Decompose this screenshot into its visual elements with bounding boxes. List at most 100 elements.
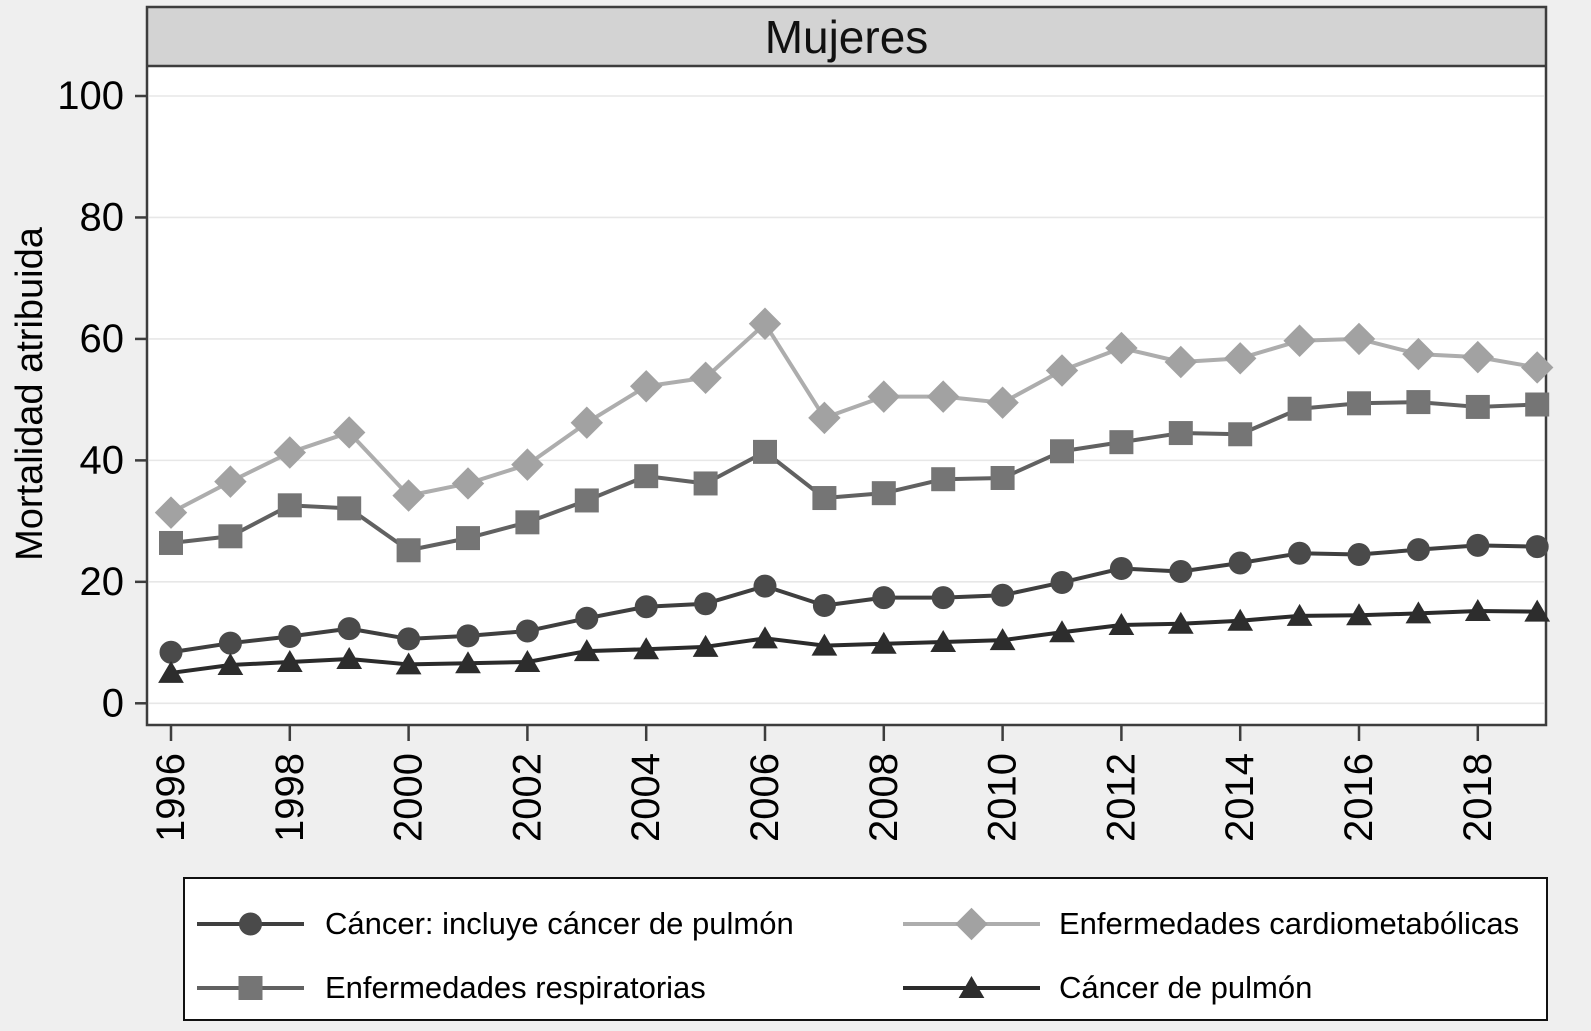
x-tick-label-1996: 1996 xyxy=(149,753,193,842)
marker-cardiometabolicas-2007 xyxy=(808,401,841,435)
marker-cardiometabolicas-2002 xyxy=(511,448,544,481)
y-tick-label-100: 100 xyxy=(57,74,124,118)
marker-cancer-1996 xyxy=(159,640,183,664)
marker-respiratorias-1998 xyxy=(277,493,302,518)
y-tick-label-60: 60 xyxy=(80,317,125,361)
marker-cardiometabolicas-2008 xyxy=(867,380,901,413)
marker-respiratorias-2018 xyxy=(1465,394,1490,419)
marker-cardiometabolicas-2001 xyxy=(451,467,485,500)
legend-label: Cáncer de pulmón xyxy=(1059,970,1313,1005)
marker-pulmon-2016 xyxy=(1346,603,1372,626)
x-tick-label-2010: 2010 xyxy=(981,753,1025,842)
marker-respiratorias-2009 xyxy=(931,467,956,492)
marker-cancer-2005 xyxy=(694,592,718,616)
marker-cancer-1997 xyxy=(218,631,242,655)
marker-cancer-2004 xyxy=(634,595,658,619)
marker-cancer-2008 xyxy=(872,586,896,610)
marker-cardiometabolicas-2016 xyxy=(1342,322,1376,356)
marker-cancer-2012 xyxy=(1109,556,1133,580)
marker-cardiometabolicas-1996 xyxy=(154,496,188,529)
marker-cardiometabolicas-1999 xyxy=(332,416,366,449)
marker-respiratorias-2003 xyxy=(574,488,599,513)
legend-glyph-circle-icon xyxy=(239,912,262,936)
legend-marker-diamond xyxy=(903,907,1040,941)
marker-pulmon-1997 xyxy=(217,653,244,676)
legend: Cáncer: incluye cáncer de pulmón Enferme… xyxy=(183,877,1548,1021)
y-tick-label-20: 20 xyxy=(80,560,125,604)
marker-cardiometabolicas-2018 xyxy=(1461,340,1495,374)
marker-cancer-2003 xyxy=(575,606,599,630)
marker-pulmon-2013 xyxy=(1167,611,1194,634)
marker-cancer-2013 xyxy=(1169,560,1193,584)
x-tick-label-1998: 1998 xyxy=(268,753,312,842)
marker-pulmon-2007 xyxy=(811,633,838,656)
marker-respiratorias-1997 xyxy=(218,524,243,549)
marker-respiratorias-2015 xyxy=(1287,396,1312,421)
marker-cardiometabolicas-2010 xyxy=(986,386,1019,419)
legend-glyph-diamond-icon xyxy=(955,907,988,941)
title-band xyxy=(147,7,1546,66)
marker-pulmon-2019 xyxy=(1524,599,1551,622)
marker-pulmon-2015 xyxy=(1286,603,1313,626)
marker-pulmon-2003 xyxy=(573,639,600,662)
marker-respiratorias-2017 xyxy=(1406,390,1431,415)
marker-pulmon-2014 xyxy=(1227,608,1254,631)
marker-cancer-2000 xyxy=(397,627,421,651)
marker-pulmon-2018 xyxy=(1464,599,1491,621)
marker-cardiometabolicas-2012 xyxy=(1105,331,1138,365)
marker-cancer-2001 xyxy=(456,624,480,648)
marker-pulmon-2017 xyxy=(1405,601,1432,624)
marker-cancer-2010 xyxy=(991,583,1015,607)
marker-respiratorias-2019 xyxy=(1525,392,1550,417)
legend-marker-circle xyxy=(197,912,304,936)
marker-pulmon-2005 xyxy=(692,634,719,657)
marker-cancer-2016 xyxy=(1347,543,1371,567)
marker-respiratorias-1999 xyxy=(337,496,362,521)
marker-respiratorias-2008 xyxy=(871,481,896,506)
marker-cardiometabolicas-2003 xyxy=(570,406,604,439)
marker-respiratorias-2007 xyxy=(812,486,837,511)
legend-label: Cáncer: incluye cáncer de pulmón xyxy=(325,906,794,941)
marker-respiratorias-2004 xyxy=(634,464,659,489)
legend-entry-cardiometabolicas: Enfermedades cardiometabólicas xyxy=(903,904,1519,944)
x-tick-label-2000: 2000 xyxy=(387,753,431,842)
marker-respiratorias-2005 xyxy=(693,471,718,496)
x-tick-label-2016: 2016 xyxy=(1337,753,1381,842)
marker-cardiometabolicas-2013 xyxy=(1164,345,1198,379)
marker-cancer-2017 xyxy=(1406,538,1430,562)
legend-entry-respiratorias: Enfermedades respiratorias xyxy=(197,968,706,1008)
marker-respiratorias-1996 xyxy=(159,530,183,555)
legend-label: Enfermedades cardiometabólicas xyxy=(1059,906,1520,941)
marker-respiratorias-2013 xyxy=(1168,421,1193,446)
marker-cardiometabolicas-2014 xyxy=(1223,342,1257,375)
marker-pulmon-2008 xyxy=(870,631,897,654)
marker-cancer-2007 xyxy=(812,594,836,618)
marker-cardiometabolicas-2004 xyxy=(629,370,663,403)
marker-cancer-2015 xyxy=(1288,541,1312,565)
marker-pulmon-2010 xyxy=(989,628,1016,651)
marker-pulmon-2004 xyxy=(633,637,660,660)
marker-cardiometabolicas-1998 xyxy=(273,436,307,469)
marker-respiratorias-2014 xyxy=(1228,422,1253,447)
marker-respiratorias-2001 xyxy=(456,526,480,551)
series-line-pulmon xyxy=(170,608,1538,675)
marker-cancer-1999 xyxy=(337,617,361,641)
x-tick-label-2012: 2012 xyxy=(1099,753,1143,842)
legend-marker-square xyxy=(197,976,304,1000)
legend-glyph-square-icon xyxy=(238,976,263,1000)
legend-label: Enfermedades respiratorias xyxy=(325,970,706,1005)
x-tick-label-2008: 2008 xyxy=(862,753,906,842)
marker-pulmon-2000 xyxy=(395,652,422,675)
marker-cardiometabolicas-2009 xyxy=(926,380,960,413)
marker-cardiometabolicas-2015 xyxy=(1283,324,1316,357)
marker-respiratorias-2016 xyxy=(1347,391,1371,416)
marker-cardiometabolicas-1997 xyxy=(214,465,247,498)
y-tick-label-40: 40 xyxy=(80,438,125,482)
marker-respiratorias-2011 xyxy=(1050,439,1074,464)
marker-pulmon-2009 xyxy=(930,629,957,652)
marker-pulmon-1999 xyxy=(336,646,363,669)
marker-cardiometabolicas-2000 xyxy=(392,479,425,512)
marker-cancer-2011 xyxy=(1050,570,1074,594)
